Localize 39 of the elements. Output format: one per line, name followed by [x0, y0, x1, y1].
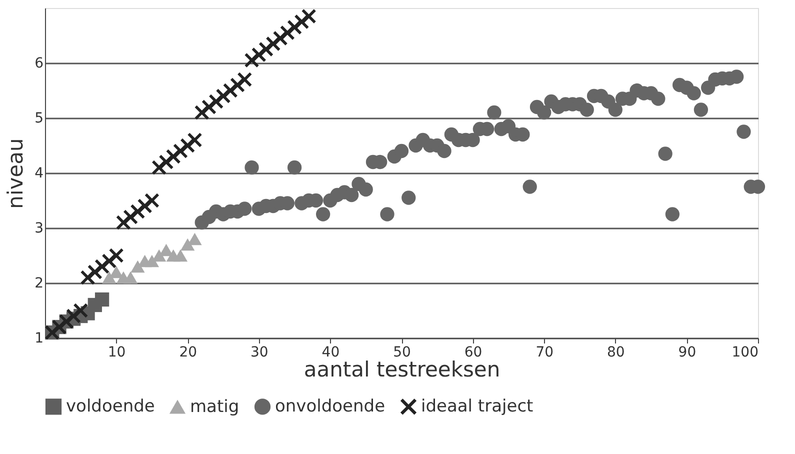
x-axis-title: aantal testreeksen [304, 358, 500, 382]
point [180, 238, 195, 251]
point [109, 248, 124, 263]
point [94, 292, 110, 307]
x-tick-label: 70 [536, 344, 554, 360]
legend-label: voldoende [66, 396, 155, 417]
point [188, 232, 202, 246]
y-tick-label: 1 [34, 330, 44, 346]
point [109, 266, 124, 278]
y-tick-label: 5 [34, 110, 44, 126]
x-tick-label: 20 [179, 344, 198, 360]
y-tick-label: 4 [34, 166, 44, 182]
point [188, 132, 202, 148]
point [152, 249, 166, 262]
legend-label: onvoldoende [275, 396, 386, 417]
point [123, 271, 138, 284]
y-tick-label: 2 [34, 276, 44, 292]
y-tick-label: 3 [34, 220, 44, 236]
x-tick-label: 50 [393, 344, 411, 360]
x-tick-label: 10 [108, 344, 126, 360]
x-tick-label: 30 [250, 344, 268, 360]
point [144, 254, 160, 268]
x-tick-label: 40 [322, 344, 340, 360]
legend-label: matig [190, 396, 240, 417]
y-tick-label: 6 [34, 56, 44, 72]
y-axis-title: niveau [4, 138, 28, 209]
x-tick-label: 80 [606, 344, 625, 360]
point [130, 260, 145, 273]
point [159, 244, 174, 256]
x-tick-label: 100 [732, 344, 758, 360]
point [102, 271, 116, 284]
point [144, 193, 160, 208]
x-tick-label: 60 [464, 344, 482, 360]
point [302, 9, 316, 24]
legend-label: ideaal traject [421, 396, 534, 417]
point [173, 249, 188, 262]
x-tick-label: 90 [678, 344, 696, 360]
point [74, 303, 88, 318]
point [238, 72, 252, 87]
